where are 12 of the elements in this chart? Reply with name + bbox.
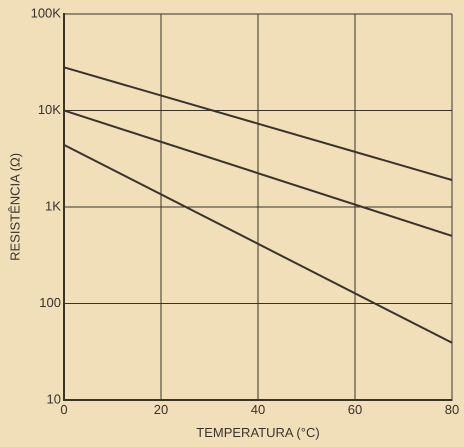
- y-tick-label: 100K: [30, 6, 62, 21]
- x-tick-label: 0: [60, 402, 68, 418]
- x-axis-title: TEMPERATURA (°C): [196, 424, 320, 440]
- y-tick-label: 100: [39, 294, 61, 310]
- y-tick-label: 10K: [38, 102, 62, 118]
- x-tick-label: 80: [444, 402, 460, 418]
- y-tick-label: 10: [46, 391, 61, 406]
- x-tick-label: 60: [348, 402, 362, 418]
- y-tick-label: 1K: [45, 198, 62, 214]
- x-tick-label: 20: [154, 402, 168, 418]
- x-tick-label: 40: [250, 402, 266, 418]
- y-axis-title: RESISTÊNCIA (Ω): [7, 152, 22, 261]
